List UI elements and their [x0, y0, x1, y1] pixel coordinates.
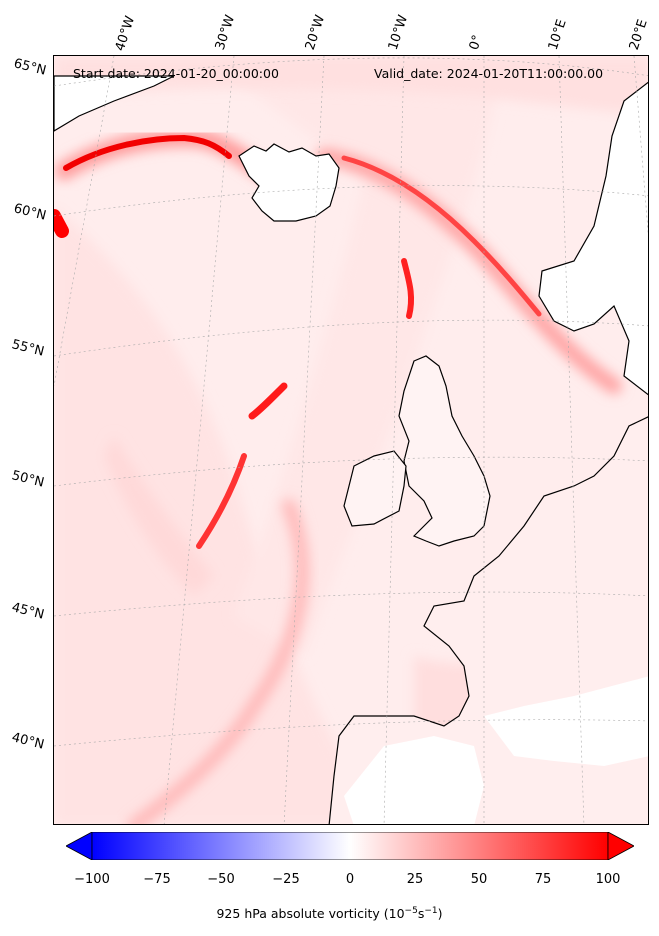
colorbar-tick: 100 — [595, 872, 621, 887]
colorbar-gradient — [91, 832, 609, 860]
lat-label-45n: 45°N — [10, 600, 46, 623]
lon-label-30w: 30°W — [212, 13, 239, 52]
map-panel — [53, 55, 649, 825]
lat-label-65n: 65°N — [12, 56, 48, 79]
lon-label-10w: 10°W — [385, 13, 412, 52]
colorbar-min-arrow — [66, 832, 93, 860]
lon-label-0: 0° — [466, 33, 486, 52]
colorbar-tick: 0 — [345, 872, 355, 887]
start-date-label: Start date: 2024-01-20_00:00:00 — [73, 66, 279, 81]
valid-date-label: Valid_date: 2024-01-20T11:00:00.00 — [374, 66, 604, 81]
lon-label-40w: 40°W — [112, 14, 139, 53]
colorbar-tick: −100 — [74, 872, 110, 887]
iceland — [238, 143, 340, 222]
colorbar-label: 925 hPa absolute vorticity (10−5s−1) — [216, 906, 443, 922]
colorbar — [66, 832, 634, 860]
colorbar-tick: −75 — [143, 872, 171, 887]
colorbar-tick: 50 — [470, 872, 488, 887]
colorbar-tick: −25 — [272, 872, 300, 887]
lat-label-40n: 40°N — [10, 730, 46, 753]
colorbar-max-arrow — [607, 832, 634, 860]
colorbar-tick: −50 — [207, 872, 235, 887]
lon-label-10e: 10°E — [545, 17, 570, 52]
lat-label-55n: 55°N — [10, 337, 46, 360]
lat-label-60n: 60°N — [12, 201, 48, 224]
lon-label-20e: 20°E — [626, 17, 651, 52]
lat-label-50n: 50°N — [10, 468, 46, 491]
ireland — [343, 450, 407, 527]
graticule — [54, 56, 648, 824]
vorticity-map — [54, 56, 648, 824]
scandinavia — [538, 81, 648, 396]
greenland — [54, 75, 175, 132]
great-britain — [398, 355, 491, 547]
colorbar-tick: 25 — [406, 872, 424, 887]
lon-label-20w: 20°W — [302, 13, 329, 52]
colorbar-tick: 75 — [534, 872, 552, 887]
north-africa — [484, 676, 648, 766]
